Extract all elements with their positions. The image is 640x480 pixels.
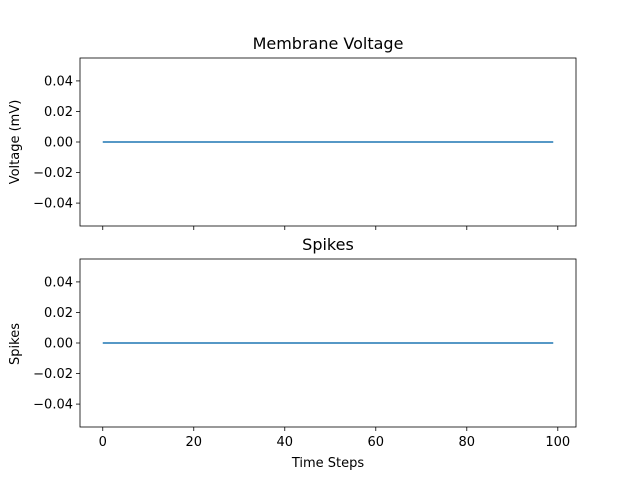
x-axis-ticks bbox=[102, 226, 559, 230]
y-axis-label: Spikes bbox=[8, 323, 23, 365]
chart-title: Membrane Voltage bbox=[253, 34, 404, 53]
y-axis-label: Voltage (mV) bbox=[8, 100, 23, 185]
y-axis-ticks: 0.04 0.02 0.00 −0.02 −0.04 bbox=[33, 275, 80, 413]
y-tick-label: −0.04 bbox=[33, 398, 73, 413]
plot-area-frame bbox=[79, 57, 577, 227]
y-axis-ticks: 0.04 0.02 0.00 −0.02 −0.04 bbox=[33, 74, 80, 212]
y-tick-label: 0.04 bbox=[44, 74, 73, 89]
x-axis-ticks: 0 20 40 60 80 100 bbox=[99, 427, 570, 450]
y-tick-label: −0.04 bbox=[33, 197, 73, 212]
x-axis-label: Time Steps bbox=[291, 456, 365, 471]
x-tick-label: 0 bbox=[99, 435, 107, 450]
y-tick-label: 0.02 bbox=[44, 105, 73, 120]
x-tick-label: 60 bbox=[368, 435, 385, 450]
x-tick-label: 100 bbox=[545, 435, 570, 450]
x-tick-label: 20 bbox=[185, 435, 202, 450]
x-tick-label: 80 bbox=[459, 435, 476, 450]
chart-title: Spikes bbox=[302, 235, 354, 254]
y-tick-label: 0.02 bbox=[44, 306, 73, 321]
y-tick-label: 0.00 bbox=[44, 136, 73, 151]
y-tick-label: −0.02 bbox=[33, 367, 73, 382]
y-tick-label: −0.02 bbox=[33, 166, 73, 181]
panel-membrane-voltage: Membrane Voltage Voltage (mV) 0.040.020.… bbox=[8, 34, 577, 230]
y-tick-label: 0.04 bbox=[44, 275, 73, 290]
x-tick-label: 40 bbox=[276, 435, 293, 450]
y-tick-label: 0.00 bbox=[44, 337, 73, 352]
plot-area-frame bbox=[79, 258, 577, 428]
panel-spikes: Spikes Spikes Time Steps 0.04 0.02 0.00 −0.… bbox=[8, 235, 577, 471]
